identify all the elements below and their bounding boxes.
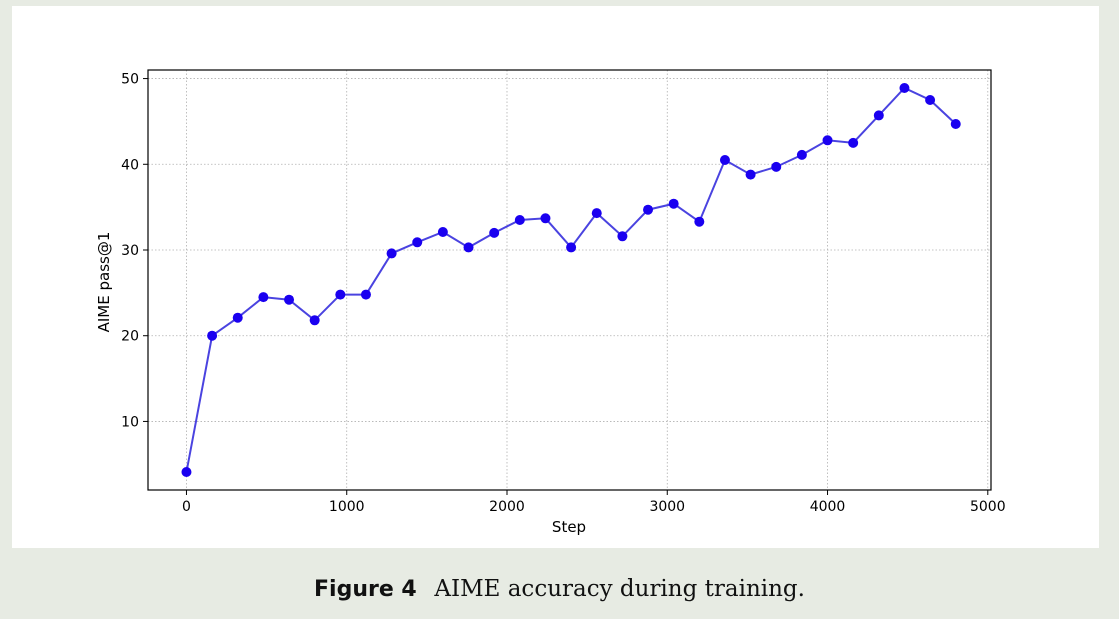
x-tick-label: 0 [182, 499, 191, 515]
data-point [643, 204, 654, 215]
data-point [719, 155, 730, 165]
data-point [668, 198, 679, 209]
x-tick-label: 3000 [649, 499, 685, 515]
x-axis-label: Step [552, 518, 586, 536]
data-point [745, 169, 756, 180]
data-point [207, 330, 218, 341]
data-point [796, 149, 807, 160]
data-point [489, 227, 500, 238]
y-tick-label: 30 [121, 243, 139, 259]
axes: 0 1000 2000 3000 4000 5000 10 20 30 40 50 [121, 69, 1006, 515]
data-point [463, 242, 474, 253]
data-point [360, 289, 371, 300]
x-tick-label: 2000 [489, 499, 525, 515]
data-point [822, 135, 833, 146]
data-point [258, 292, 269, 303]
data-point [181, 467, 192, 477]
x-tick-label: 4000 [810, 499, 846, 515]
y-tick-label: 10 [121, 414, 139, 430]
data-point [950, 119, 961, 129]
y-tick-label: 50 [121, 72, 139, 88]
x-tick-label: 1000 [329, 499, 365, 515]
data-point [386, 248, 397, 259]
line-chart: 0 1000 2000 3000 4000 5000 10 20 30 40 50 Step AIM… [95, 69, 1006, 536]
figure-panel: 0 1000 2000 3000 4000 5000 10 20 30 40 50 Step AIM… [12, 6, 1099, 548]
data-point [284, 294, 295, 305]
data-point [617, 231, 628, 242]
data-point [899, 83, 910, 93]
series-line [185, 86, 957, 473]
data-point [694, 216, 705, 227]
data-point [771, 161, 782, 172]
grid [148, 70, 991, 490]
y-axis-label: AIME pass@1 [95, 232, 113, 333]
y-tick-label: 40 [121, 157, 139, 173]
y-tick-label: 20 [121, 329, 139, 345]
data-point [566, 242, 577, 253]
data-point [514, 215, 525, 225]
data-point [335, 289, 346, 300]
x-tick-label: 5000 [970, 499, 1006, 515]
data-point [232, 312, 243, 323]
data-point [437, 227, 448, 237]
data-point [309, 315, 320, 326]
caption-text: AIME accuracy during training. [434, 576, 805, 602]
figure-label: Figure 4 [314, 577, 417, 602]
plot-frame [147, 69, 992, 491]
data-point [873, 110, 884, 121]
data-point [540, 213, 551, 224]
series [181, 83, 961, 477]
data-point [925, 95, 936, 105]
data-point [591, 208, 602, 219]
figure-caption: Figure 4 AIME accuracy during training. [0, 574, 1119, 602]
data-point [412, 237, 423, 248]
data-point [848, 137, 859, 148]
